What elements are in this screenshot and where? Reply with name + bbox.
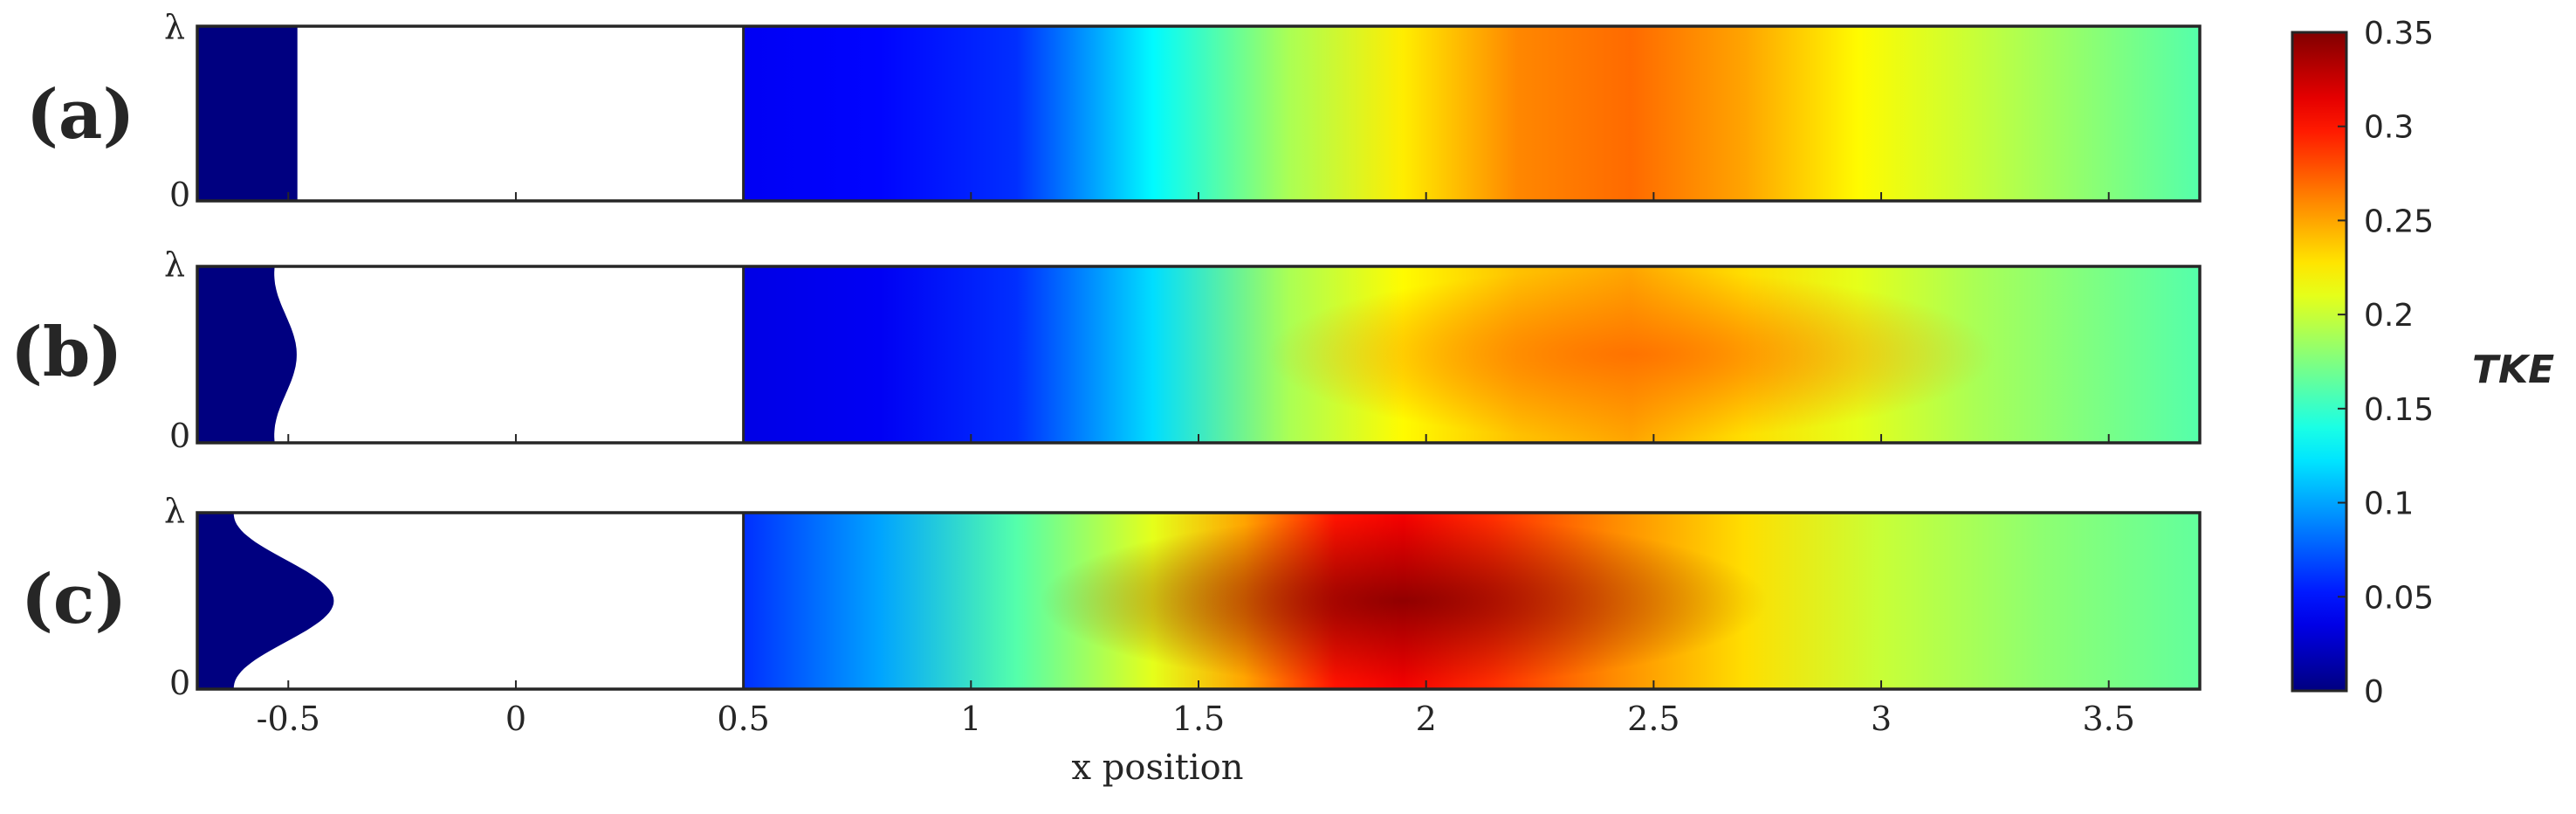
y-tick-zero-b: 0 bbox=[169, 417, 190, 455]
tke-field bbox=[743, 26, 2200, 201]
panel-a: (a) λ 0 bbox=[26, 8, 2202, 214]
x-tick-label: 1 bbox=[960, 700, 981, 738]
colorbar-gradient bbox=[2291, 31, 2348, 693]
tke-peak-core bbox=[1039, 516, 1768, 686]
x-tick-label: 2 bbox=[1416, 700, 1437, 738]
y-tick-zero-c: 0 bbox=[169, 664, 190, 702]
colorbar-tick-label: 0.15 bbox=[2364, 392, 2434, 428]
colorbar-tick-label: 0.1 bbox=[2364, 486, 2414, 522]
colorbar-tick-label: 0 bbox=[2364, 674, 2384, 710]
y-tick-zero-a: 0 bbox=[169, 176, 190, 214]
x-tick-label: 0 bbox=[505, 700, 526, 738]
plot-area-a bbox=[196, 24, 2202, 203]
colorbar-tick-label: 0.35 bbox=[2364, 16, 2434, 52]
colorbar-tick-label: 0.05 bbox=[2364, 580, 2434, 616]
x-tick-label: 1.5 bbox=[1172, 700, 1225, 738]
plot-area-b bbox=[196, 265, 2202, 445]
colorbar-label: TKE bbox=[2472, 348, 2554, 392]
x-axis-ticks: -0.5 0 0.5 1 1.5 2 2.5 3 3.5 bbox=[257, 700, 2135, 738]
inlet-profile bbox=[197, 513, 334, 689]
panel-label-a: (a) bbox=[26, 75, 134, 155]
colorbar-tick-label: 0.25 bbox=[2364, 204, 2434, 239]
inlet-profile bbox=[197, 26, 298, 201]
colorbar-ticks: 0 0.05 0.1 0.15 0.2 0.25 0.3 0.35 bbox=[2338, 16, 2434, 710]
colorbar-tick-label: 0.2 bbox=[2364, 298, 2414, 334]
y-tick-lambda-b: λ bbox=[164, 245, 185, 284]
colorbar: 0 0.05 0.1 0.15 0.2 0.25 0.3 0.35 TKE bbox=[2291, 16, 2554, 710]
x-axis-label: x position bbox=[1072, 748, 1244, 788]
tke-peak-core bbox=[1267, 270, 1996, 439]
plot-area-c bbox=[196, 511, 2202, 691]
colorbar-tick-label: 0.3 bbox=[2364, 110, 2414, 146]
x-tick-label: 0.5 bbox=[717, 700, 769, 738]
y-tick-lambda-c: λ bbox=[164, 492, 185, 530]
inlet-profile bbox=[197, 266, 297, 443]
x-tick-label: 2.5 bbox=[1627, 700, 1680, 738]
x-tick-label: 3 bbox=[1871, 700, 1892, 738]
x-tick-label: -0.5 bbox=[257, 700, 320, 738]
panel-c: (c) λ 0 bbox=[21, 492, 2202, 702]
panel-b: (b) λ 0 bbox=[10, 245, 2202, 455]
y-tick-lambda-a: λ bbox=[164, 8, 185, 46]
panel-label-c: (c) bbox=[21, 560, 127, 639]
x-tick-label: 3.5 bbox=[2083, 700, 2135, 738]
panel-label-b: (b) bbox=[10, 313, 122, 392]
